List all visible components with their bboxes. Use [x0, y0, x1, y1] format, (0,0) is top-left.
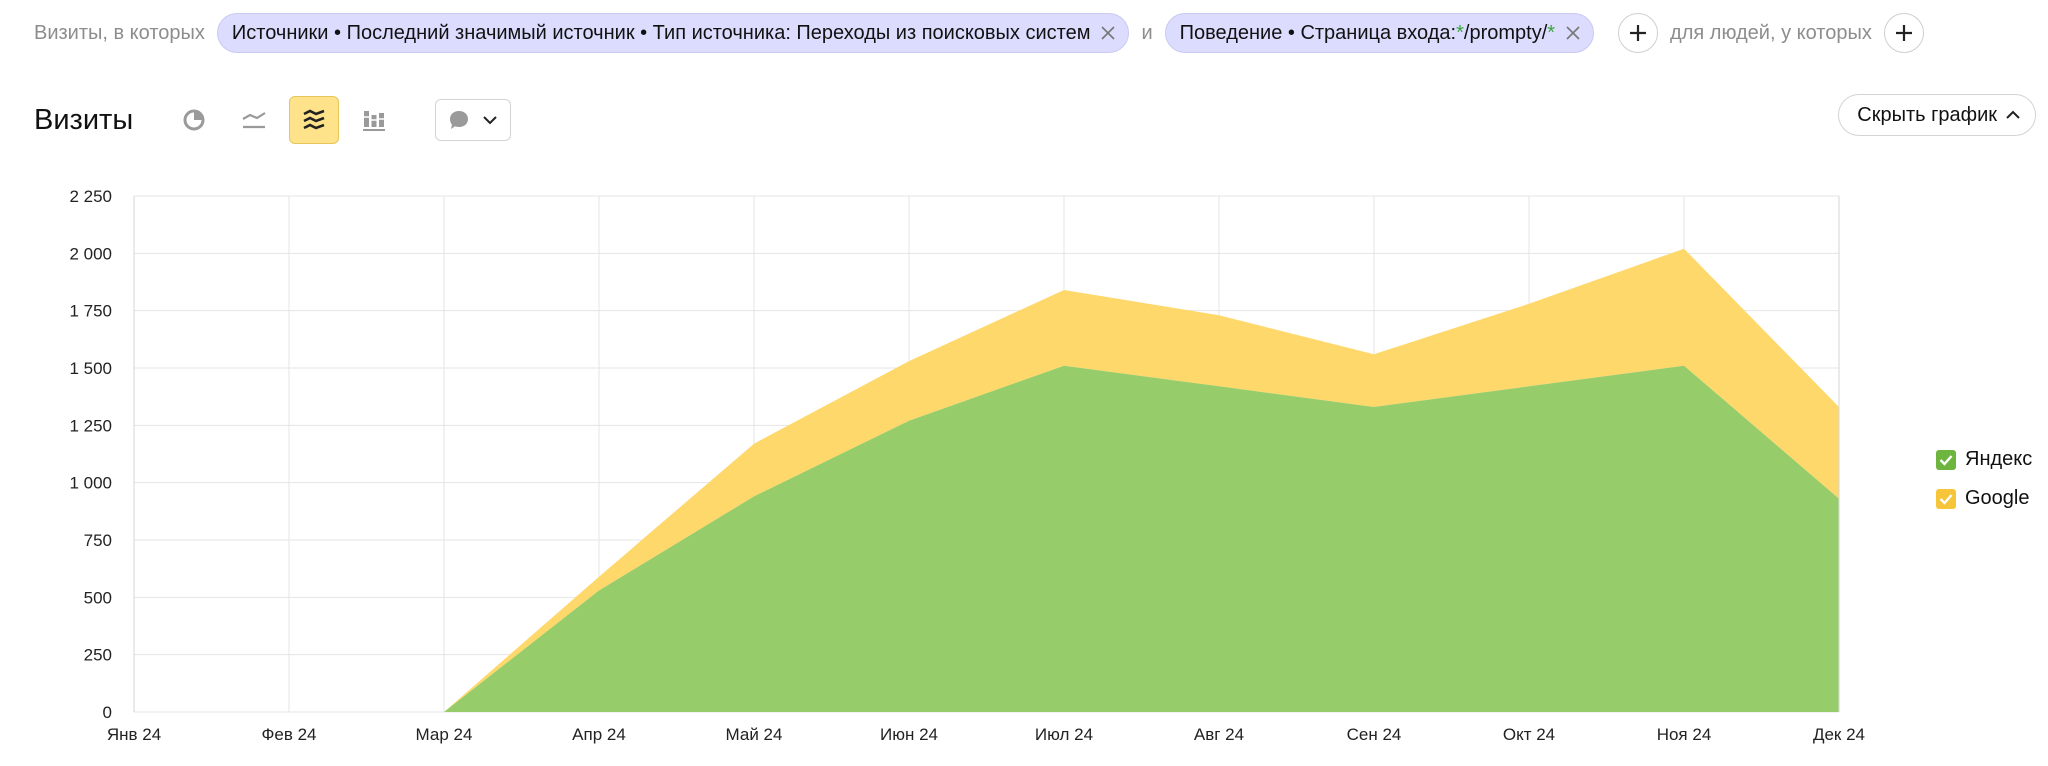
plus-icon	[1895, 25, 1912, 41]
chart-legend: Яндекс Google	[1936, 440, 2032, 518]
series-area-google	[134, 248, 1839, 712]
hide-chart-button[interactable]: Скрыть график	[1838, 94, 2036, 136]
add-people-condition-button[interactable]	[1883, 13, 1924, 53]
plus-icon	[1630, 25, 1647, 41]
wildcard-star: *	[1456, 21, 1464, 44]
y-tick-label: 500	[84, 588, 112, 607]
checkbox-checked-icon[interactable]	[1936, 449, 1956, 470]
legend-label-google: Google	[1965, 487, 2030, 509]
legend-item-google[interactable]: Google	[1936, 479, 2032, 518]
x-tick-label: Окт 24	[1503, 725, 1555, 744]
chart-title: Визиты	[34, 103, 134, 136]
legend-item-yandex[interactable]: Яндекс	[1936, 440, 2032, 479]
close-icon[interactable]	[1561, 21, 1585, 45]
line-chart-icon	[242, 112, 266, 129]
y-tick-label: 1 500	[69, 359, 112, 378]
x-tick-label: Авг 24	[1194, 725, 1244, 744]
stacked-bar-chart-button[interactable]	[349, 96, 399, 144]
comment-icon	[450, 111, 469, 129]
people-filter-label: для людей, у которых	[1670, 21, 1872, 44]
checkbox-checked-icon[interactable]	[1936, 488, 1956, 509]
filter-chip-behavior-path: /prompty/	[1463, 21, 1548, 44]
chevron-up-icon	[2006, 110, 2020, 119]
filter-chip-behavior[interactable]: Поведение • Страница входа: */prompty/*	[1164, 13, 1595, 53]
x-tick-label: Май 24	[726, 725, 783, 744]
x-tick-label: Мар 24	[416, 725, 473, 744]
series-area-yandex	[134, 365, 1839, 712]
y-tick-label: 750	[84, 531, 112, 550]
y-tick-label: 0	[103, 703, 112, 722]
filter-joiner: и	[1141, 21, 1153, 44]
filter-bar: Визиты, в которых Источники • Последний …	[34, 12, 1936, 54]
stacked-bar-icon	[363, 111, 386, 131]
wildcard-star: *	[1547, 21, 1556, 44]
filter-chip-behavior-prefix: Поведение • Страница входа:	[1179, 21, 1457, 44]
pie-chart-button[interactable]	[169, 96, 219, 144]
stacked-area-chart-button[interactable]	[289, 96, 340, 144]
x-tick-label: Фев 24	[261, 725, 316, 744]
add-condition-button[interactable]	[1618, 13, 1659, 53]
x-tick-label: Сен 24	[1347, 725, 1402, 744]
pie-chart-icon	[183, 109, 205, 131]
x-tick-label: Ноя 24	[1657, 725, 1712, 744]
visits-chart: 0 250 500 750 1 000 1 250 1 500 1 750 2 000 2 250…	[69, 187, 1865, 744]
stacked-area-icon	[303, 109, 325, 130]
x-tick-label: Июн 24	[880, 725, 938, 744]
close-icon[interactable]	[1096, 21, 1120, 45]
x-tick-label: Дек 24	[1813, 725, 1865, 744]
chart-toolbar: Визиты	[34, 96, 512, 144]
hide-chart-label: Скрыть график	[1857, 103, 1997, 126]
x-tick-label: Янв 24	[107, 725, 161, 744]
y-tick-label: 1 250	[69, 416, 112, 435]
chevron-down-icon	[483, 116, 497, 125]
filter-chip-source-label: Источники • Последний значимый источник …	[231, 21, 1091, 44]
y-tick-label: 2 000	[69, 244, 112, 263]
filter-prefix: Визиты, в которых	[34, 21, 205, 44]
y-tick-label: 1 000	[69, 474, 112, 493]
x-tick-label: Июл 24	[1035, 725, 1093, 744]
line-chart-button[interactable]	[229, 96, 279, 144]
annotations-dropdown[interactable]	[435, 99, 512, 141]
y-tick-label: 2 250	[69, 187, 112, 206]
legend-label-yandex: Яндекс	[1965, 448, 2033, 470]
y-tick-label: 1 750	[69, 302, 112, 321]
filter-chip-source[interactable]: Источники • Последний значимый источник …	[216, 13, 1130, 53]
y-tick-label: 250	[84, 646, 112, 665]
x-tick-label: Апр 24	[572, 725, 626, 744]
